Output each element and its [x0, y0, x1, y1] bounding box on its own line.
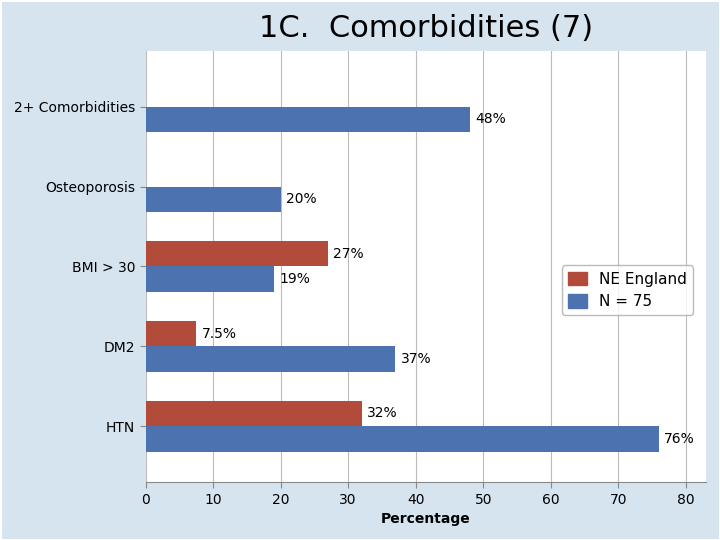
Text: 76%: 76% [665, 432, 695, 446]
Text: 20%: 20% [286, 192, 317, 206]
Bar [145, 426, 659, 452]
Bar [145, 187, 281, 212]
Text: 7.5%: 7.5% [202, 327, 237, 341]
Text: 27%: 27% [333, 247, 364, 261]
Title: 1C.  Comorbidities (7): 1C. Comorbidities (7) [258, 14, 593, 43]
Bar [145, 346, 395, 372]
Bar [145, 107, 469, 132]
Bar [145, 321, 197, 346]
Text: 32%: 32% [367, 407, 397, 421]
Text: 48%: 48% [475, 112, 506, 126]
Bar [145, 241, 328, 266]
Bar [145, 266, 274, 292]
Bar [145, 401, 361, 426]
Legend: NE England, N = 75: NE England, N = 75 [562, 266, 693, 315]
Text: 19%: 19% [279, 272, 310, 286]
X-axis label: Percentage: Percentage [381, 512, 471, 526]
Text: 37%: 37% [401, 352, 431, 366]
